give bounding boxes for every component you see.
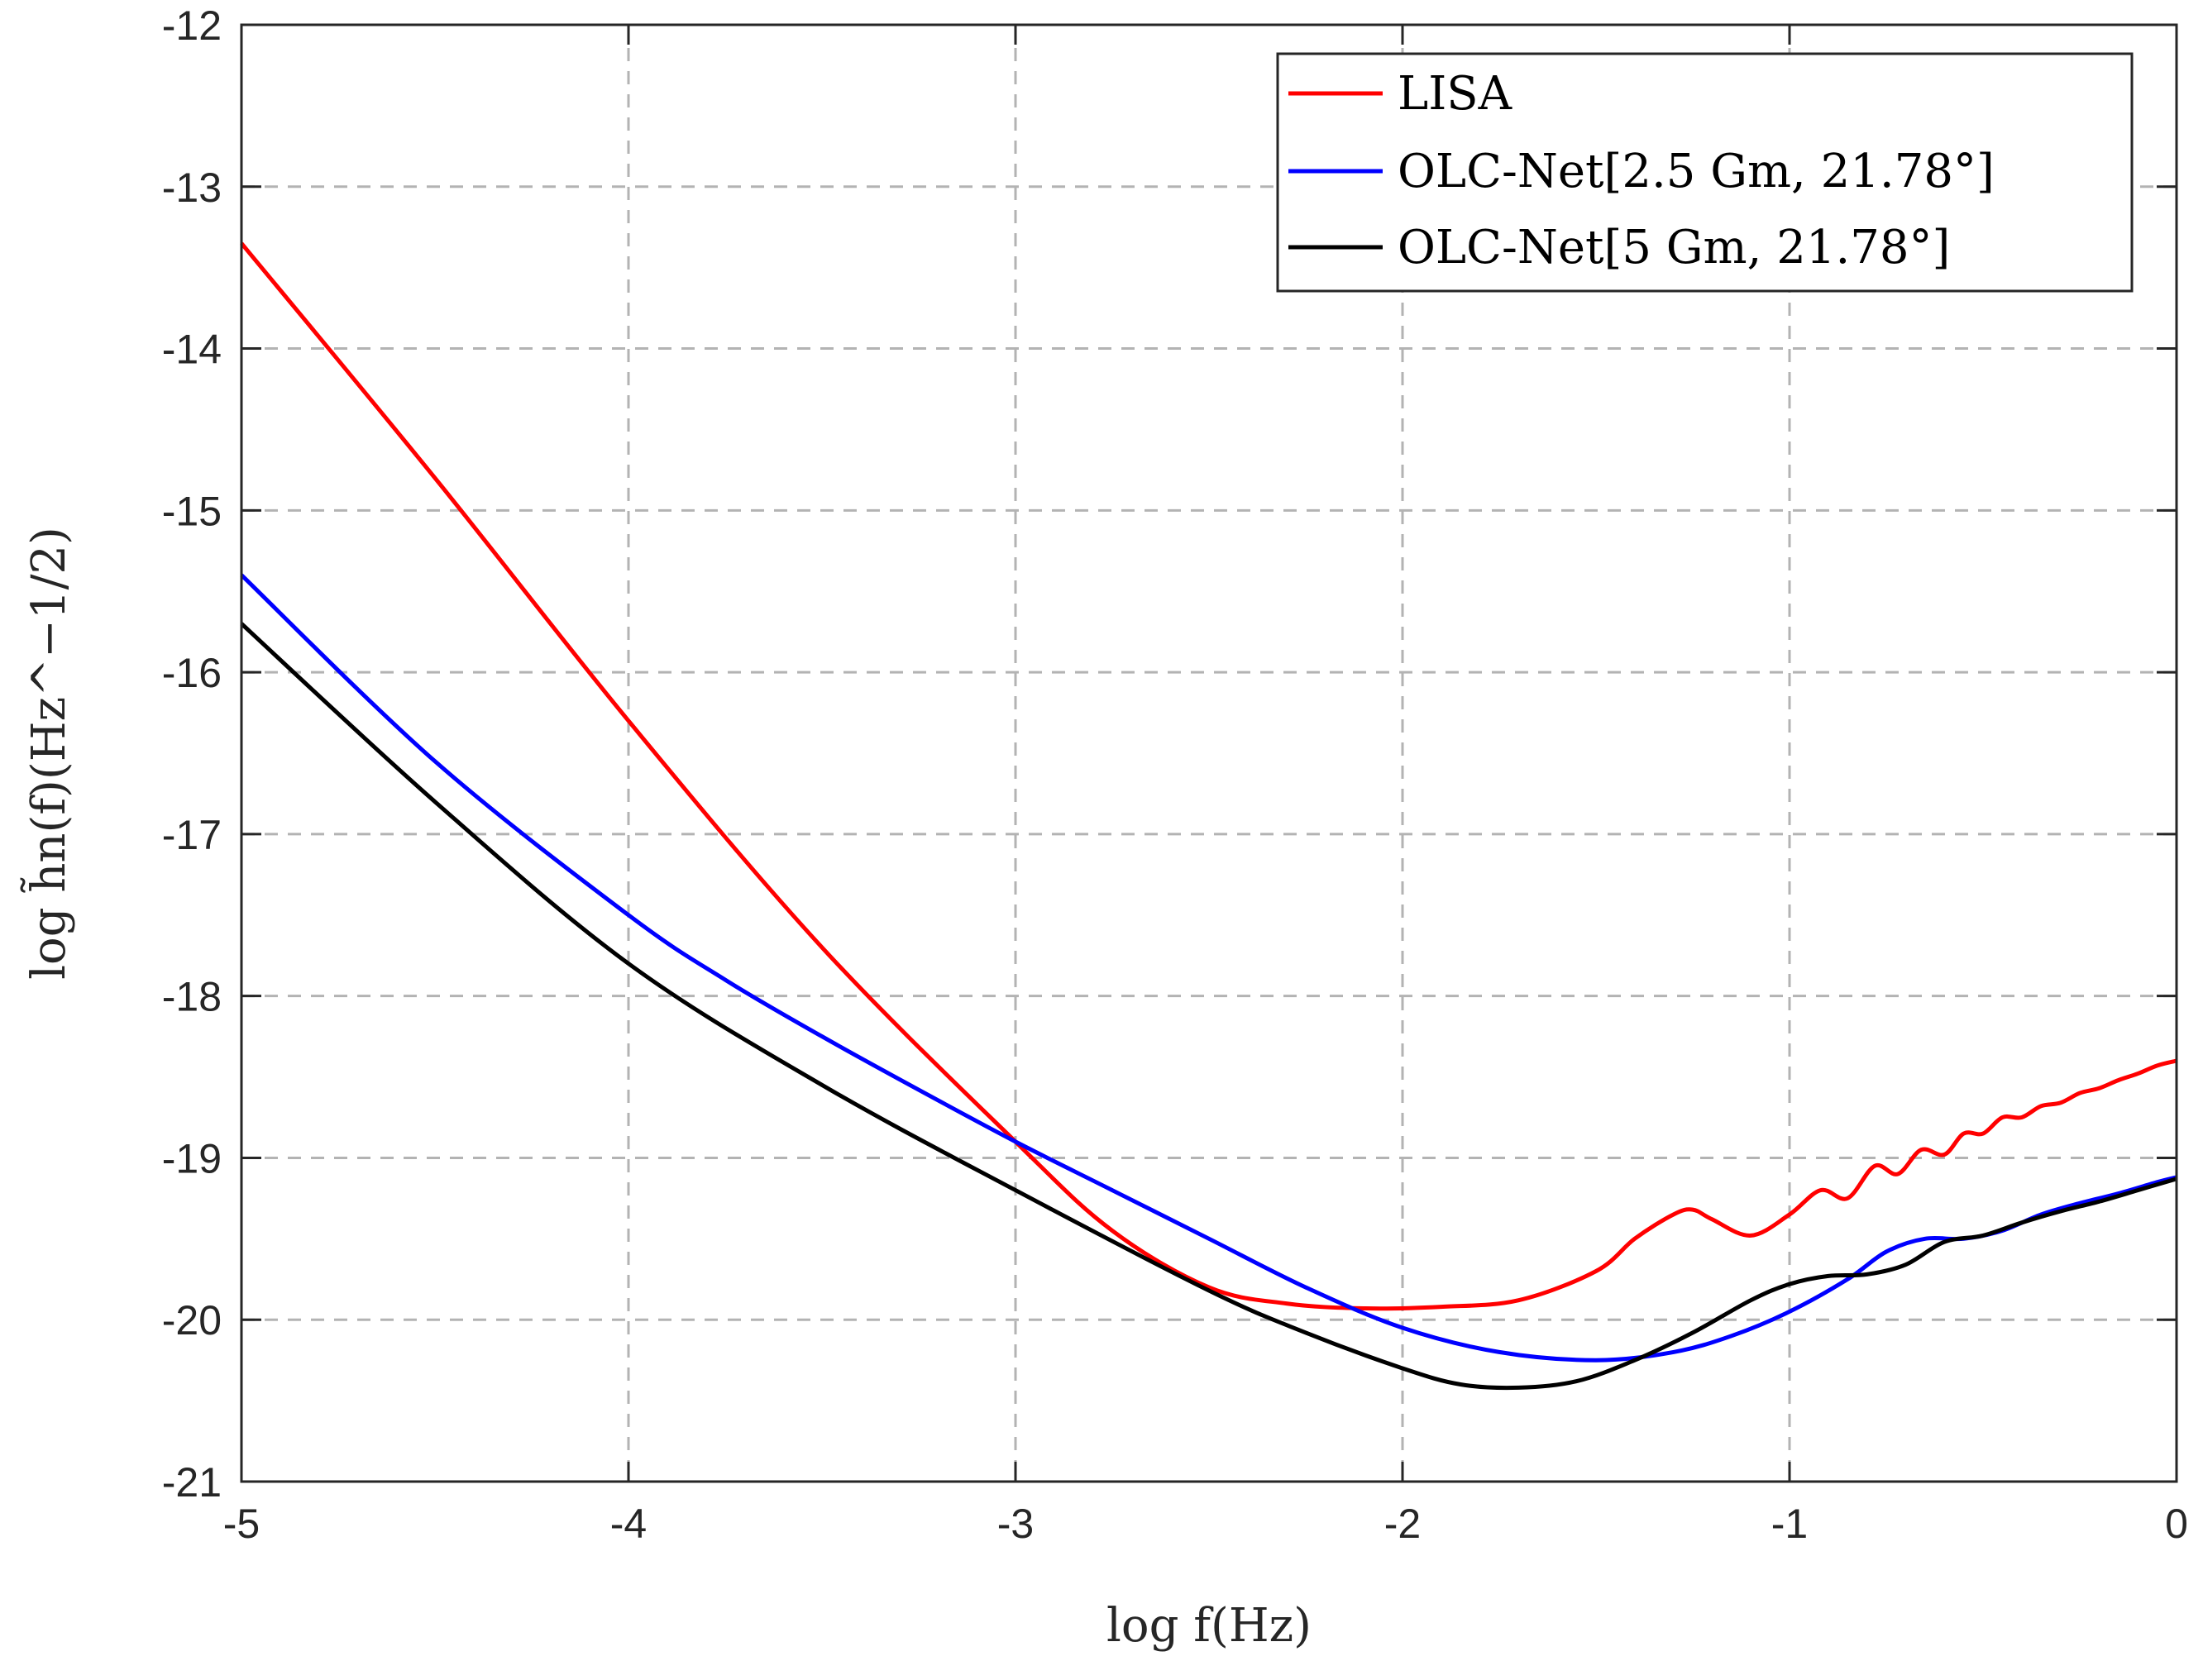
y-tick-label: -15 bbox=[162, 488, 222, 534]
x-tick-label: 0 bbox=[2165, 1501, 2188, 1547]
y-tick-label: -13 bbox=[162, 165, 222, 211]
legend: LISA OLC-Net[2.5 Gm, 21.78°] OLC-Net[5 G… bbox=[1276, 52, 2134, 293]
axis-ticks bbox=[240, 23, 2178, 1483]
y-tick-label: -19 bbox=[162, 1135, 222, 1181]
series-line-2 bbox=[240, 622, 2177, 1391]
tick-labels: -5 -4 -3 -2 -1 0 -12 -13 -14 -15 -16 -17 -18 -19 -20 -2… bbox=[162, 2, 2188, 1547]
y-tick-label: -16 bbox=[162, 650, 222, 696]
plot-frame bbox=[240, 23, 2178, 1483]
y-axis-label: log h̃n(f)(Hz^−1/2) bbox=[20, 527, 76, 980]
y-tick-label: -21 bbox=[162, 1459, 222, 1506]
y-tick-label: -20 bbox=[162, 1297, 222, 1344]
legend-box bbox=[1276, 52, 2134, 293]
y-tick-label: -12 bbox=[162, 2, 222, 49]
series-line-1 bbox=[240, 573, 2177, 1363]
legend-entry-olc-5: OLC-Net[5 Gm, 21.78°] bbox=[1398, 221, 1950, 274]
x-tick-label: -3 bbox=[997, 1501, 1034, 1547]
y-tick-label: -14 bbox=[162, 327, 222, 373]
legend-entry-lisa: LISA bbox=[1398, 67, 1512, 121]
x-tick-label: -1 bbox=[1771, 1501, 1808, 1547]
legend-entry-olc-2-5: OLC-Net[2.5 Gm, 21.78°] bbox=[1398, 145, 1995, 198]
plot-series bbox=[240, 241, 2177, 1391]
y-tick-label: -18 bbox=[162, 974, 222, 1020]
y-tick-label: -17 bbox=[162, 812, 222, 858]
x-tick-label: -4 bbox=[610, 1501, 647, 1547]
x-tick-label: -2 bbox=[1384, 1501, 1421, 1547]
series-line-0 bbox=[240, 241, 2177, 1311]
x-tick-label: -5 bbox=[223, 1501, 260, 1547]
x-axis-label: log f(Hz) bbox=[1106, 1599, 1312, 1653]
